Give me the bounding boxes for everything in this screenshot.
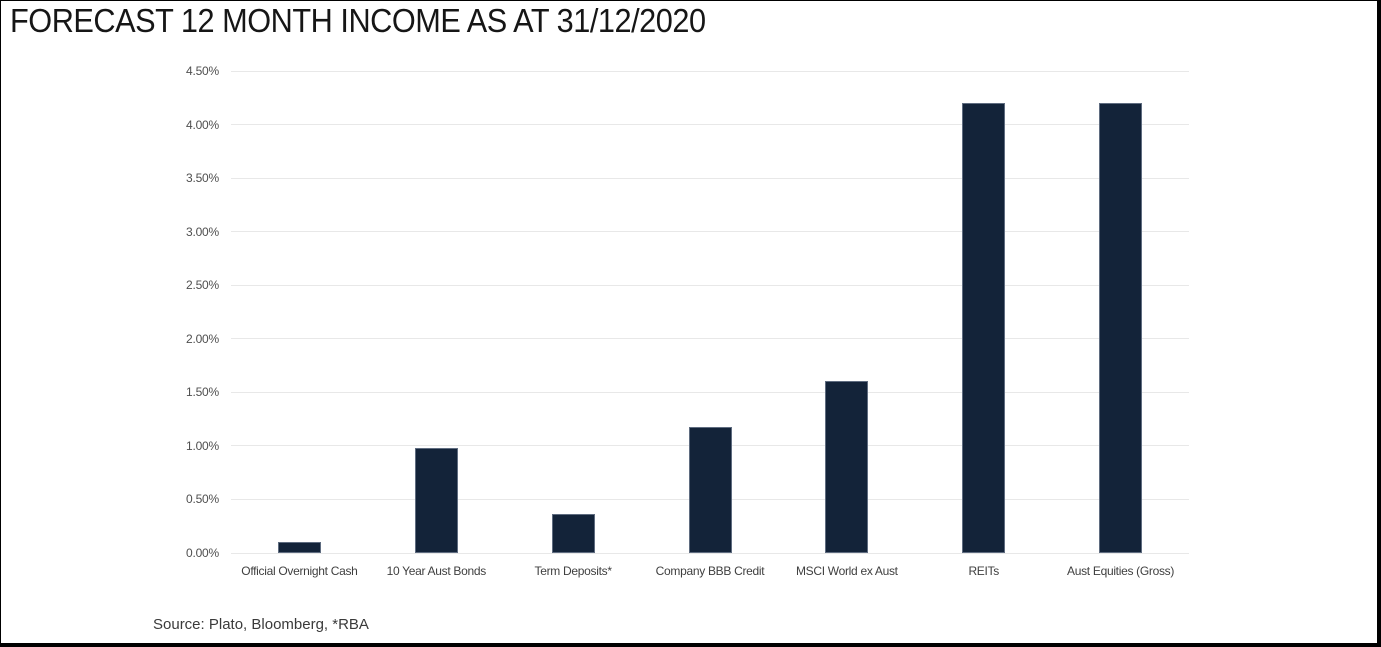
chart-title: FORECAST 12 MONTH INCOME AS AT 31/12/202… xyxy=(10,2,706,39)
bar xyxy=(962,103,1006,553)
gridline xyxy=(231,552,1189,554)
y-axis-label: 4.00% xyxy=(185,117,219,132)
bar xyxy=(688,426,732,553)
y-axis-label: 0.50% xyxy=(185,492,219,507)
x-axis-label: Company BBB Credit xyxy=(655,564,765,578)
y-axis-label: 0.00% xyxy=(185,546,219,560)
x-axis-label: Official Overnight Cash xyxy=(241,564,358,578)
bar xyxy=(414,448,458,553)
gridline xyxy=(231,70,1189,72)
x-axis-label: Term Deposits* xyxy=(534,564,612,578)
bar xyxy=(1099,103,1143,553)
y-axis-label: 3.00% xyxy=(185,224,219,239)
y-axis-label: 2.50% xyxy=(185,278,219,293)
gridline xyxy=(231,124,1189,126)
y-axis-label: 2.00% xyxy=(185,331,219,346)
x-axis-label: REITs xyxy=(968,564,999,578)
bar-chart-plot-area xyxy=(231,70,1189,554)
y-axis-label: 4.50% xyxy=(185,64,219,78)
gridline xyxy=(231,391,1189,393)
x-axis-label: MSCI World ex Aust xyxy=(795,564,898,578)
source-note: Source: Plato, Bloomberg, *RBA xyxy=(153,616,369,633)
x-axis-label: Aust Equities (Gross) xyxy=(1067,564,1175,578)
x-axis-label: 10 Year Aust Bonds xyxy=(386,564,487,578)
bar xyxy=(825,380,869,553)
gridline xyxy=(231,231,1189,233)
gridline xyxy=(231,338,1189,340)
gridline xyxy=(231,177,1189,179)
gridline xyxy=(231,284,1189,286)
bar xyxy=(277,542,321,553)
y-axis-label: 1.50% xyxy=(185,385,219,400)
bar xyxy=(551,514,595,553)
y-axis-label: 1.00% xyxy=(185,438,219,453)
y-axis-label: 3.50% xyxy=(185,171,219,186)
